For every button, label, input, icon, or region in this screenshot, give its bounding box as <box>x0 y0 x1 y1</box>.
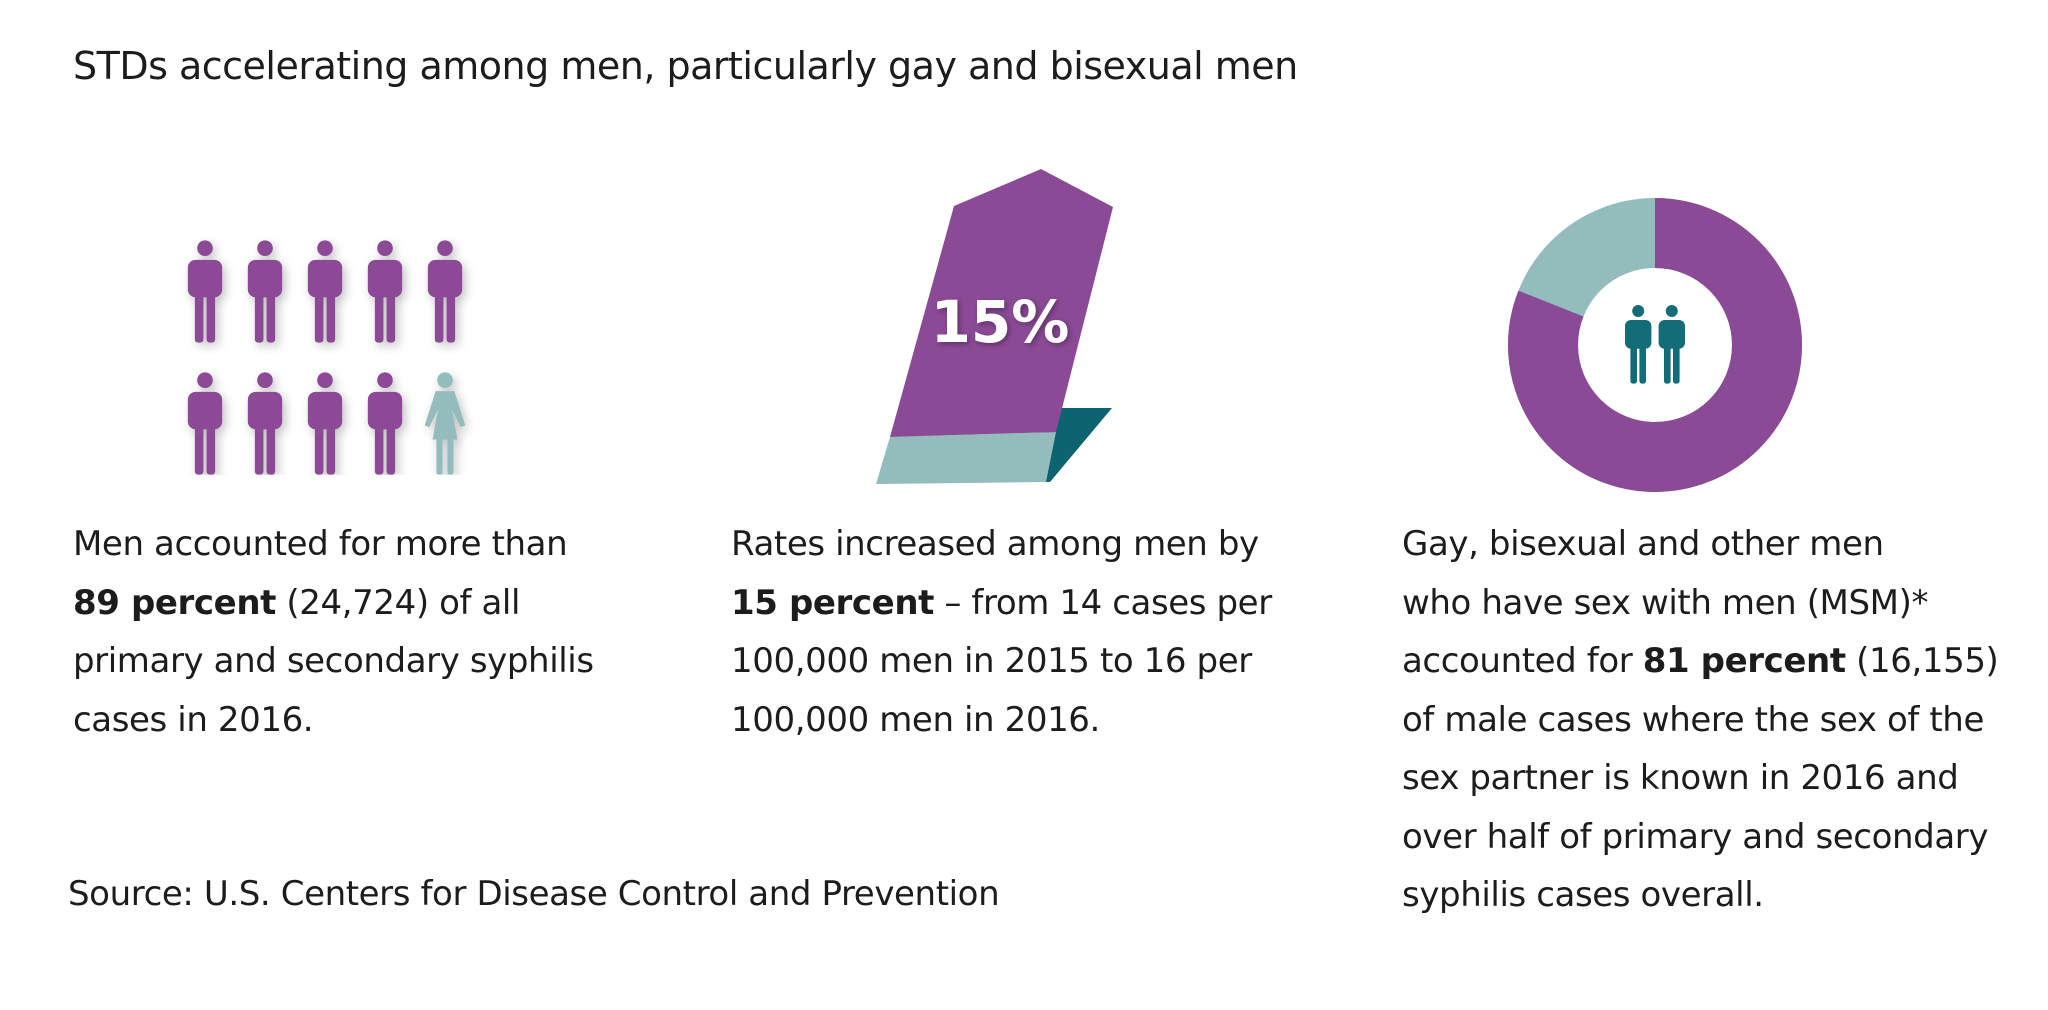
caption-text: (24,724) of all <box>276 582 521 623</box>
people-pictogram <box>187 240 466 475</box>
arrow-body <box>890 169 1113 437</box>
men-share-caption: Men accounted for more than 89 percent (… <box>73 515 673 749</box>
man-icon <box>427 240 463 343</box>
rate-increase-caption: Rates increased among men by 15 percent … <box>731 515 1331 749</box>
two-men-icon <box>1625 305 1685 384</box>
percent-label: 15% <box>931 288 1070 356</box>
man-icon <box>247 372 283 475</box>
caption-highlight: 81 percent <box>1642 641 1846 681</box>
caption-line: 100,000 men in 2015 to 16 per <box>731 641 1252 681</box>
caption-line: who have sex with men (MSM)* <box>1402 582 1929 623</box>
caption-line: primary and secondary syphilis <box>73 641 594 681</box>
caption-line: sex partner is known in 2016 and <box>1402 758 1959 798</box>
source-credit: Source: U.S. Centers for Disease Control… <box>68 874 1000 914</box>
caption-line: Gay, bisexual and other men <box>1402 524 1884 564</box>
increase-arrow-graphic: 15% <box>876 169 1113 484</box>
man-icon <box>247 240 283 343</box>
arrow-base <box>876 432 1056 484</box>
donut-share <box>1508 198 1802 492</box>
caption-text: accounted for <box>1402 641 1643 681</box>
man-icon <box>187 372 223 475</box>
caption-line: cases in 2016. <box>73 699 314 740</box>
caption-highlight: 89 percent <box>73 582 276 623</box>
caption-line: 15 percent – from 14 cases per <box>731 574 1331 633</box>
caption-line: 89 percent (24,724) of all <box>73 574 673 633</box>
man-icon <box>187 240 223 343</box>
msm-donut-chart <box>1508 198 1802 492</box>
man-icon <box>367 240 403 343</box>
caption-line: 100,000 men in 2016. <box>731 699 1100 740</box>
caption-line: over half of primary and secondary <box>1402 816 1989 857</box>
caption-line: syphilis cases overall. <box>1402 875 1764 915</box>
msm-caption: Gay, bisexual and other men who have sex… <box>1402 515 2002 925</box>
caption-line: Rates increased among men by <box>731 524 1259 564</box>
caption-highlight: 15 percent <box>731 582 934 623</box>
caption-line: accounted for 81 percent (16,155) <box>1402 632 2002 691</box>
caption-line: Men accounted for more than <box>73 524 568 564</box>
woman-icon <box>424 372 466 475</box>
infographic-title: STDs accelerating among men, particularl… <box>73 44 1298 88</box>
caption-line: of male cases where the sex of the <box>1402 699 1984 740</box>
man-icon <box>367 372 403 475</box>
man-icon <box>307 372 343 475</box>
caption-text: (16,155) <box>1845 641 1999 681</box>
caption-text: – from 14 cases per <box>934 582 1272 623</box>
man-icon <box>307 240 343 343</box>
